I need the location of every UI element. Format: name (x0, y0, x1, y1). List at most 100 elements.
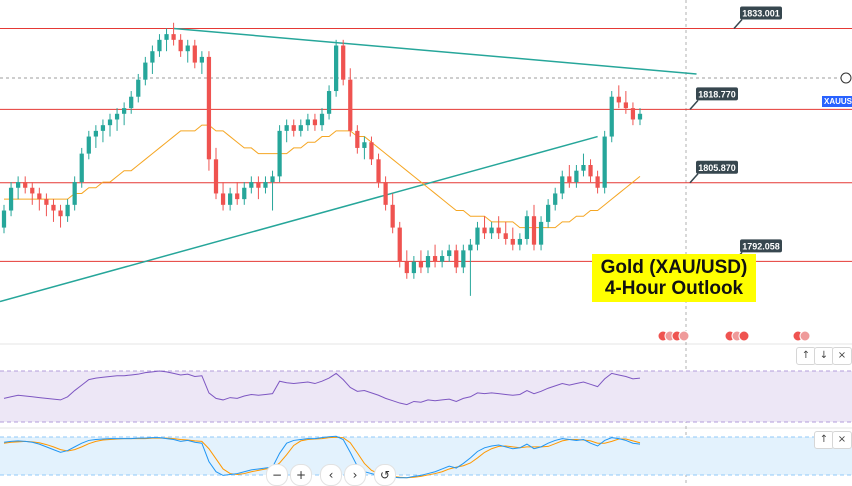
candle-body (143, 62, 148, 80)
candle-body (284, 125, 289, 131)
candle-body (567, 176, 572, 183)
rsi-line (3, 370, 641, 406)
candle-body (503, 233, 508, 239)
zoom-in-button[interactable]: + (290, 464, 312, 486)
candle-body (510, 238, 515, 245)
candle-body (616, 96, 621, 103)
candle-body (291, 125, 296, 131)
candle-body (369, 142, 374, 160)
candle-body (482, 227, 487, 234)
candle-body (588, 165, 593, 177)
candle-body (65, 204, 70, 217)
candle-body (411, 261, 416, 274)
candle-body (79, 153, 84, 183)
candle-body (51, 204, 56, 211)
trendline (173, 27, 697, 75)
stoch-band (0, 437, 852, 475)
symbol-price-tag: XAUUSD (822, 96, 852, 107)
candle-body (348, 79, 353, 131)
candle-body (136, 79, 141, 97)
candle-body (171, 34, 176, 40)
candle-body (114, 113, 120, 120)
us-flag-icon[interactable] (799, 330, 811, 342)
candle-body (263, 182, 268, 188)
candle-body (432, 256, 438, 262)
scroll-back-button[interactable]: ‹ (320, 464, 342, 486)
move-pane-up-button[interactable]: ↑ (814, 431, 834, 449)
chart-title-line1: Gold (XAU/USD) (600, 257, 748, 278)
zoom-out-button[interactable]: − (266, 464, 288, 486)
candle-body (397, 227, 402, 262)
candle-body (107, 119, 113, 126)
candle-body (390, 204, 395, 228)
candle-body (355, 130, 360, 148)
candle-body (100, 125, 106, 131)
candle-body (362, 142, 367, 148)
level-label: 1818.770 (698, 89, 736, 99)
price-marker-icon[interactable] (840, 72, 852, 84)
candle-body (256, 182, 261, 188)
candle-body (334, 45, 339, 92)
candle-body (8, 187, 14, 211)
move-pane-down-button[interactable]: ↓ (814, 347, 834, 365)
level-label-box (696, 160, 738, 174)
candle-body (326, 91, 332, 114)
candle-body (468, 244, 473, 251)
candle-body (72, 182, 77, 205)
candle-body (404, 261, 409, 274)
chart-title-box: Gold (XAU/USD) 4-Hour Outlook (592, 254, 756, 302)
candle-body (16, 182, 21, 188)
candle-body (58, 210, 63, 217)
event-flags[interactable] (657, 330, 811, 342)
candle-body (546, 204, 551, 222)
candle-body (595, 176, 600, 188)
reset-chart-button[interactable]: ↺ (374, 464, 396, 486)
chart-title-line2: 4-Hour Outlook (604, 278, 744, 299)
close-pane-button[interactable]: × (832, 431, 852, 449)
candle-body (489, 227, 494, 234)
candle-body (440, 256, 445, 262)
us-flag-icon[interactable] (738, 330, 750, 342)
level-label-pointer (689, 173, 699, 184)
candle-body (228, 193, 233, 205)
candle-body (496, 227, 501, 234)
candle-body (1, 210, 7, 228)
candle-body (538, 221, 544, 245)
level-label-pointer (733, 18, 743, 29)
candle-body (157, 39, 162, 52)
us-flag-icon[interactable] (678, 330, 690, 342)
candle-body (86, 136, 91, 154)
candle-body (383, 182, 388, 205)
candle-body (553, 193, 558, 205)
move-pane-up-button[interactable]: ↑ (796, 347, 816, 365)
level-label-pointer (689, 99, 699, 110)
close-pane-button[interactable]: × (832, 347, 852, 365)
candle-body (454, 250, 459, 268)
candle-body (23, 182, 28, 188)
candle-body (242, 187, 247, 200)
level-label-box (740, 239, 782, 253)
scroll-forward-button[interactable]: › (344, 464, 366, 486)
candle-body (129, 96, 134, 109)
candle-body (630, 108, 636, 120)
candle-body (199, 56, 204, 63)
candle-body (30, 187, 35, 194)
candle-body (122, 108, 127, 114)
candle-body (312, 119, 318, 126)
candle-body (277, 130, 282, 177)
candle-body (178, 39, 183, 52)
candle-body (623, 102, 628, 109)
trendline (0, 135, 598, 303)
level-label-box (696, 87, 738, 101)
candle-body (93, 130, 98, 137)
candle-body (447, 250, 452, 257)
candle-body (637, 113, 643, 120)
candle-body (517, 238, 522, 245)
candle-body (270, 176, 275, 183)
candle-body (185, 45, 190, 52)
candle-body (319, 113, 325, 126)
stoch-k-line (3, 435, 641, 479)
candle-body (220, 193, 226, 205)
